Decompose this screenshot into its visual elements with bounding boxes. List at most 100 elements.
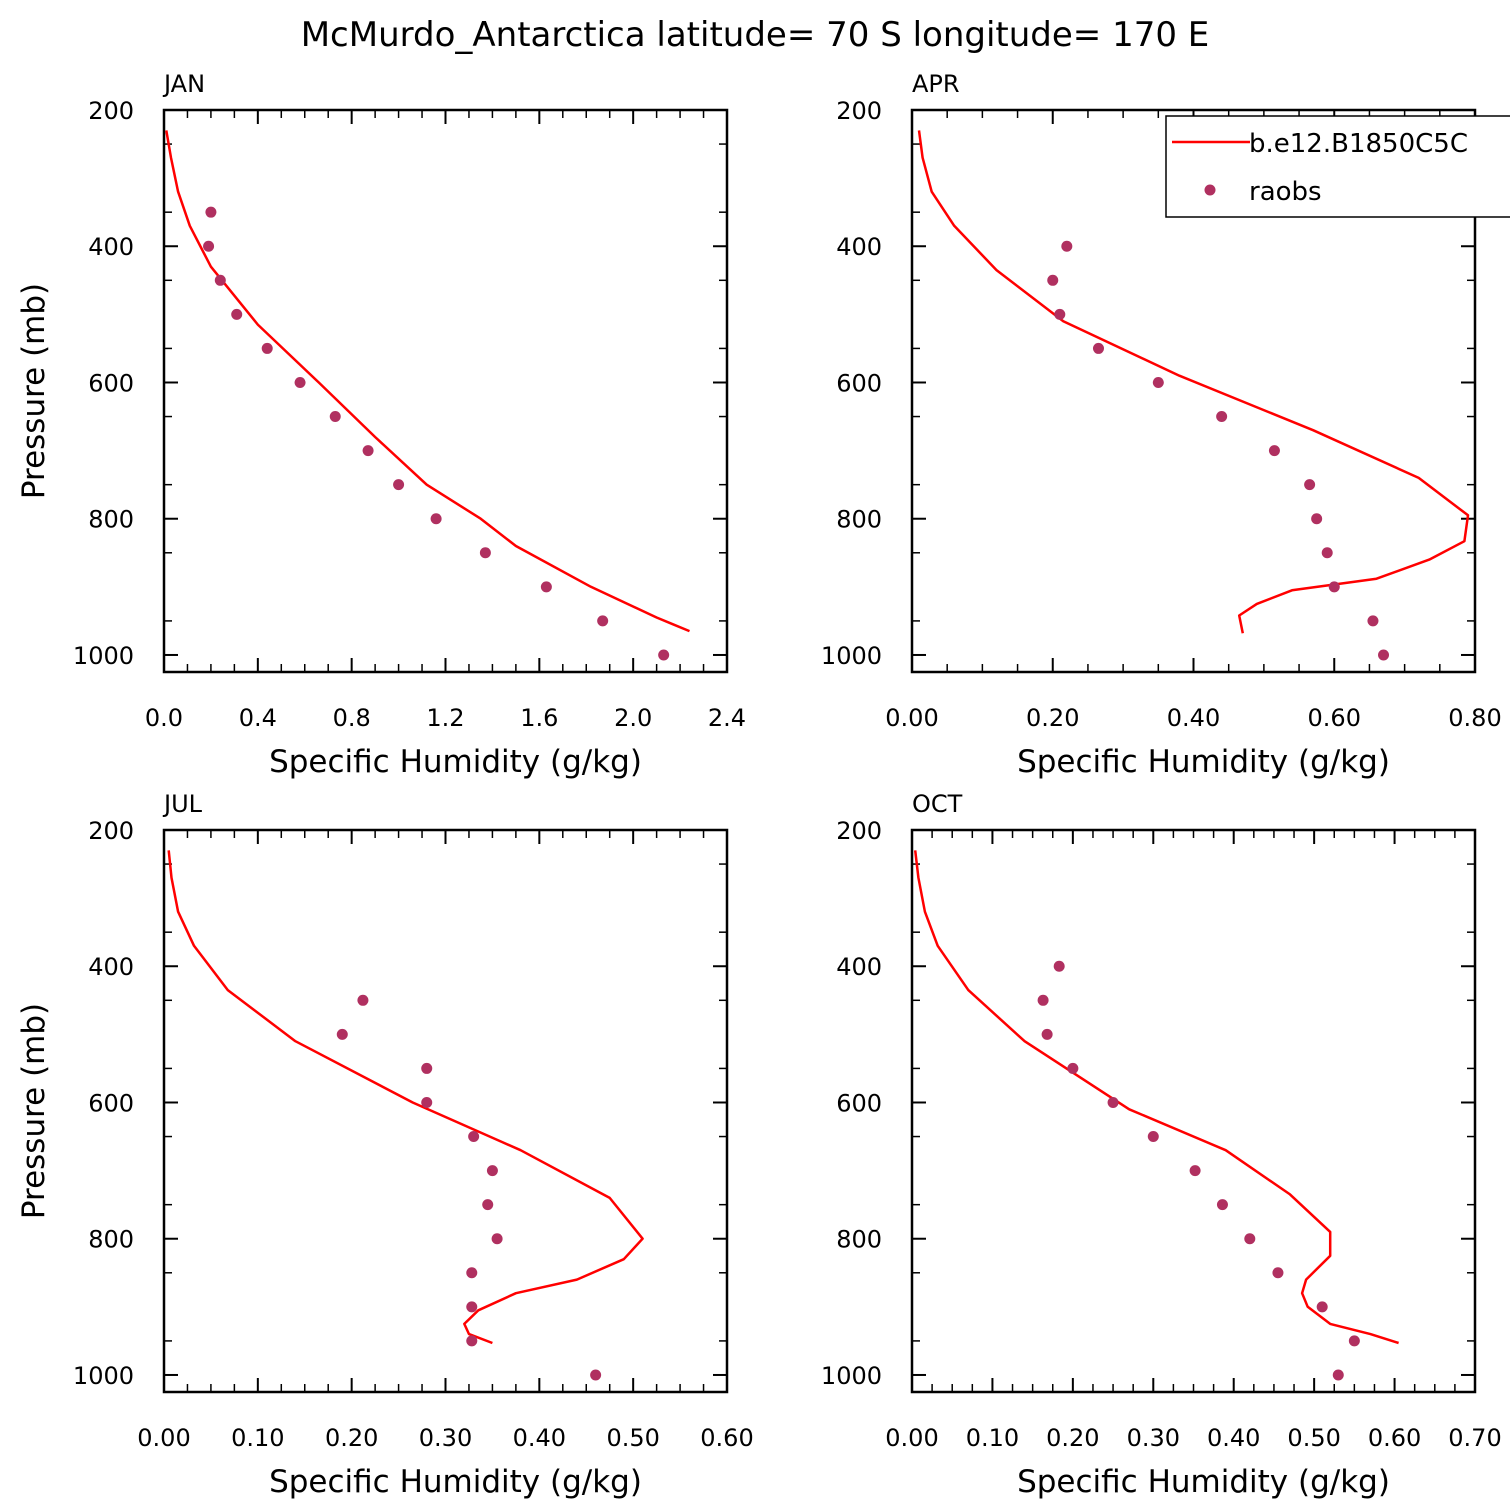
y-tick-label: 200 <box>88 817 134 845</box>
y-tick-label: 800 <box>88 506 134 534</box>
raobs-point <box>1053 960 1065 972</box>
y-tick-label: 400 <box>88 233 134 261</box>
y-tick-label: 1000 <box>821 642 882 670</box>
x-tick-label: 0.00 <box>885 704 938 732</box>
x-tick-label: 0.00 <box>885 1424 938 1452</box>
figure-title: McMurdo_Antarctica latitude= 70 S longit… <box>301 15 1210 55</box>
x-tick-label: 1.6 <box>520 704 558 732</box>
raobs-point <box>1378 649 1390 661</box>
raobs-point <box>1092 342 1104 354</box>
y-tick-label: 400 <box>836 953 882 981</box>
raobs-point <box>357 994 369 1006</box>
y-tick-label: 1000 <box>821 1362 882 1390</box>
plot-data <box>167 850 644 1381</box>
y-tick-label: 200 <box>836 97 882 125</box>
raobs-point <box>231 308 243 320</box>
model-series-line <box>165 130 690 633</box>
x-tick-label: 2.4 <box>708 704 746 732</box>
x-tick-label: 0.8 <box>333 704 371 732</box>
raobs-point <box>214 274 226 286</box>
legend: b.e12.B1850C5C raobs <box>1165 115 1510 218</box>
x-tick-label: 0.60 <box>1368 1424 1421 1452</box>
x-tick-label: 2.0 <box>614 704 652 732</box>
raobs-point <box>294 376 306 388</box>
model-series-line <box>167 850 644 1345</box>
x-axis-label: Specific Humidity (g/kg) <box>1017 744 1390 780</box>
raobs-point <box>1216 1199 1228 1211</box>
raobs-point <box>540 581 552 593</box>
model-series-line <box>913 850 1399 1345</box>
raobs-point <box>362 445 374 457</box>
raobs-point <box>1147 1131 1159 1143</box>
x-tick-label: 0.20 <box>1026 704 1079 732</box>
panel-jul: 0.00 0.10 0.20 0.30 0.40 0.50 0.60 200 400 600 800… <box>16 790 754 1500</box>
plot-data <box>165 130 690 661</box>
raobs-point <box>479 547 491 559</box>
model-series-line <box>917 130 1470 634</box>
y-tick-label: 200 <box>88 97 134 125</box>
panel-apr: 0.00 0.20 0.40 0.60 0.80 200 400 600 800 1000 APR S… <box>821 70 1502 780</box>
raobs-point <box>1107 1096 1119 1108</box>
raobs-point <box>205 206 217 218</box>
x-tick-label: 1.2 <box>426 704 464 732</box>
panel-label: JAN <box>162 70 205 98</box>
raobs-point <box>430 513 442 525</box>
raobs-point <box>482 1199 494 1211</box>
y-tick-label: 200 <box>836 817 882 845</box>
raobs-point <box>1041 1028 1053 1040</box>
y-tick-label: 800 <box>836 1226 882 1254</box>
raobs-point <box>468 1131 480 1143</box>
x-axis-label: Specific Humidity (g/kg) <box>269 744 642 780</box>
x-tick-label: 0.60 <box>1308 704 1361 732</box>
panel-label: APR <box>912 70 960 98</box>
y-tick-label: 600 <box>88 1089 134 1117</box>
plot-frame <box>162 828 729 1394</box>
panel-label: OCT <box>912 790 963 818</box>
x-tick-label: 0.40 <box>1167 704 1220 732</box>
raobs-point <box>336 1028 348 1040</box>
raobs-point <box>1037 994 1049 1006</box>
legend-item-label: b.e12.B1850C5C <box>1249 129 1468 159</box>
y-tick-label: 1000 <box>73 642 134 670</box>
y-axis-label: Pressure (mb) <box>16 283 52 499</box>
x-tick-label: 0.70 <box>1448 1424 1501 1452</box>
raobs-point <box>1067 1062 1079 1074</box>
plot-frame <box>162 108 729 674</box>
raobs-point <box>1321 547 1333 559</box>
y-tick-label: 600 <box>836 1089 882 1117</box>
raobs-point <box>597 615 609 627</box>
raobs-point <box>329 411 341 423</box>
plot-frame <box>910 828 1477 1394</box>
y-tick-label: 1000 <box>73 1362 134 1390</box>
x-tick-label: 0.30 <box>1127 1424 1180 1452</box>
x-tick-label: 0.10 <box>231 1424 284 1452</box>
raobs-point <box>1189 1165 1201 1177</box>
x-tick-label: 0.40 <box>513 1424 566 1452</box>
raobs-point <box>1328 581 1340 593</box>
raobs-point <box>1272 1267 1284 1279</box>
raobs-point <box>486 1165 498 1177</box>
raobs-point <box>590 1369 602 1381</box>
panels-container: 0.0 0.4 0.8 1.2 1.6 2.0 2.4 200 400 600 800 1000 JAN… <box>16 70 1502 1500</box>
x-tick-label: 0.50 <box>1287 1424 1340 1452</box>
y-tick-label: 600 <box>88 369 134 397</box>
y-tick-label: 800 <box>836 506 882 534</box>
raobs-point <box>466 1267 478 1279</box>
raobs-point <box>1332 1369 1344 1381</box>
x-tick-label: 0.20 <box>325 1424 378 1452</box>
panel-label: JUL <box>162 790 203 818</box>
x-tick-label: 0.40 <box>1207 1424 1260 1452</box>
raobs-point <box>1304 479 1316 491</box>
raobs-point <box>1216 411 1228 423</box>
y-tick-label: 400 <box>836 233 882 261</box>
x-tick-label: 0.50 <box>606 1424 659 1452</box>
legend-box <box>1165 115 1510 218</box>
plot-data <box>917 130 1470 661</box>
raobs-point <box>491 1233 503 1245</box>
x-axis-label: Specific Humidity (g/kg) <box>1017 1464 1390 1500</box>
x-tick-label: 0.60 <box>700 1424 753 1452</box>
x-tick-label: 0.80 <box>1448 704 1501 732</box>
raobs-point <box>261 342 273 354</box>
x-tick-label: 0.00 <box>137 1424 190 1452</box>
raobs-point <box>1367 615 1379 627</box>
